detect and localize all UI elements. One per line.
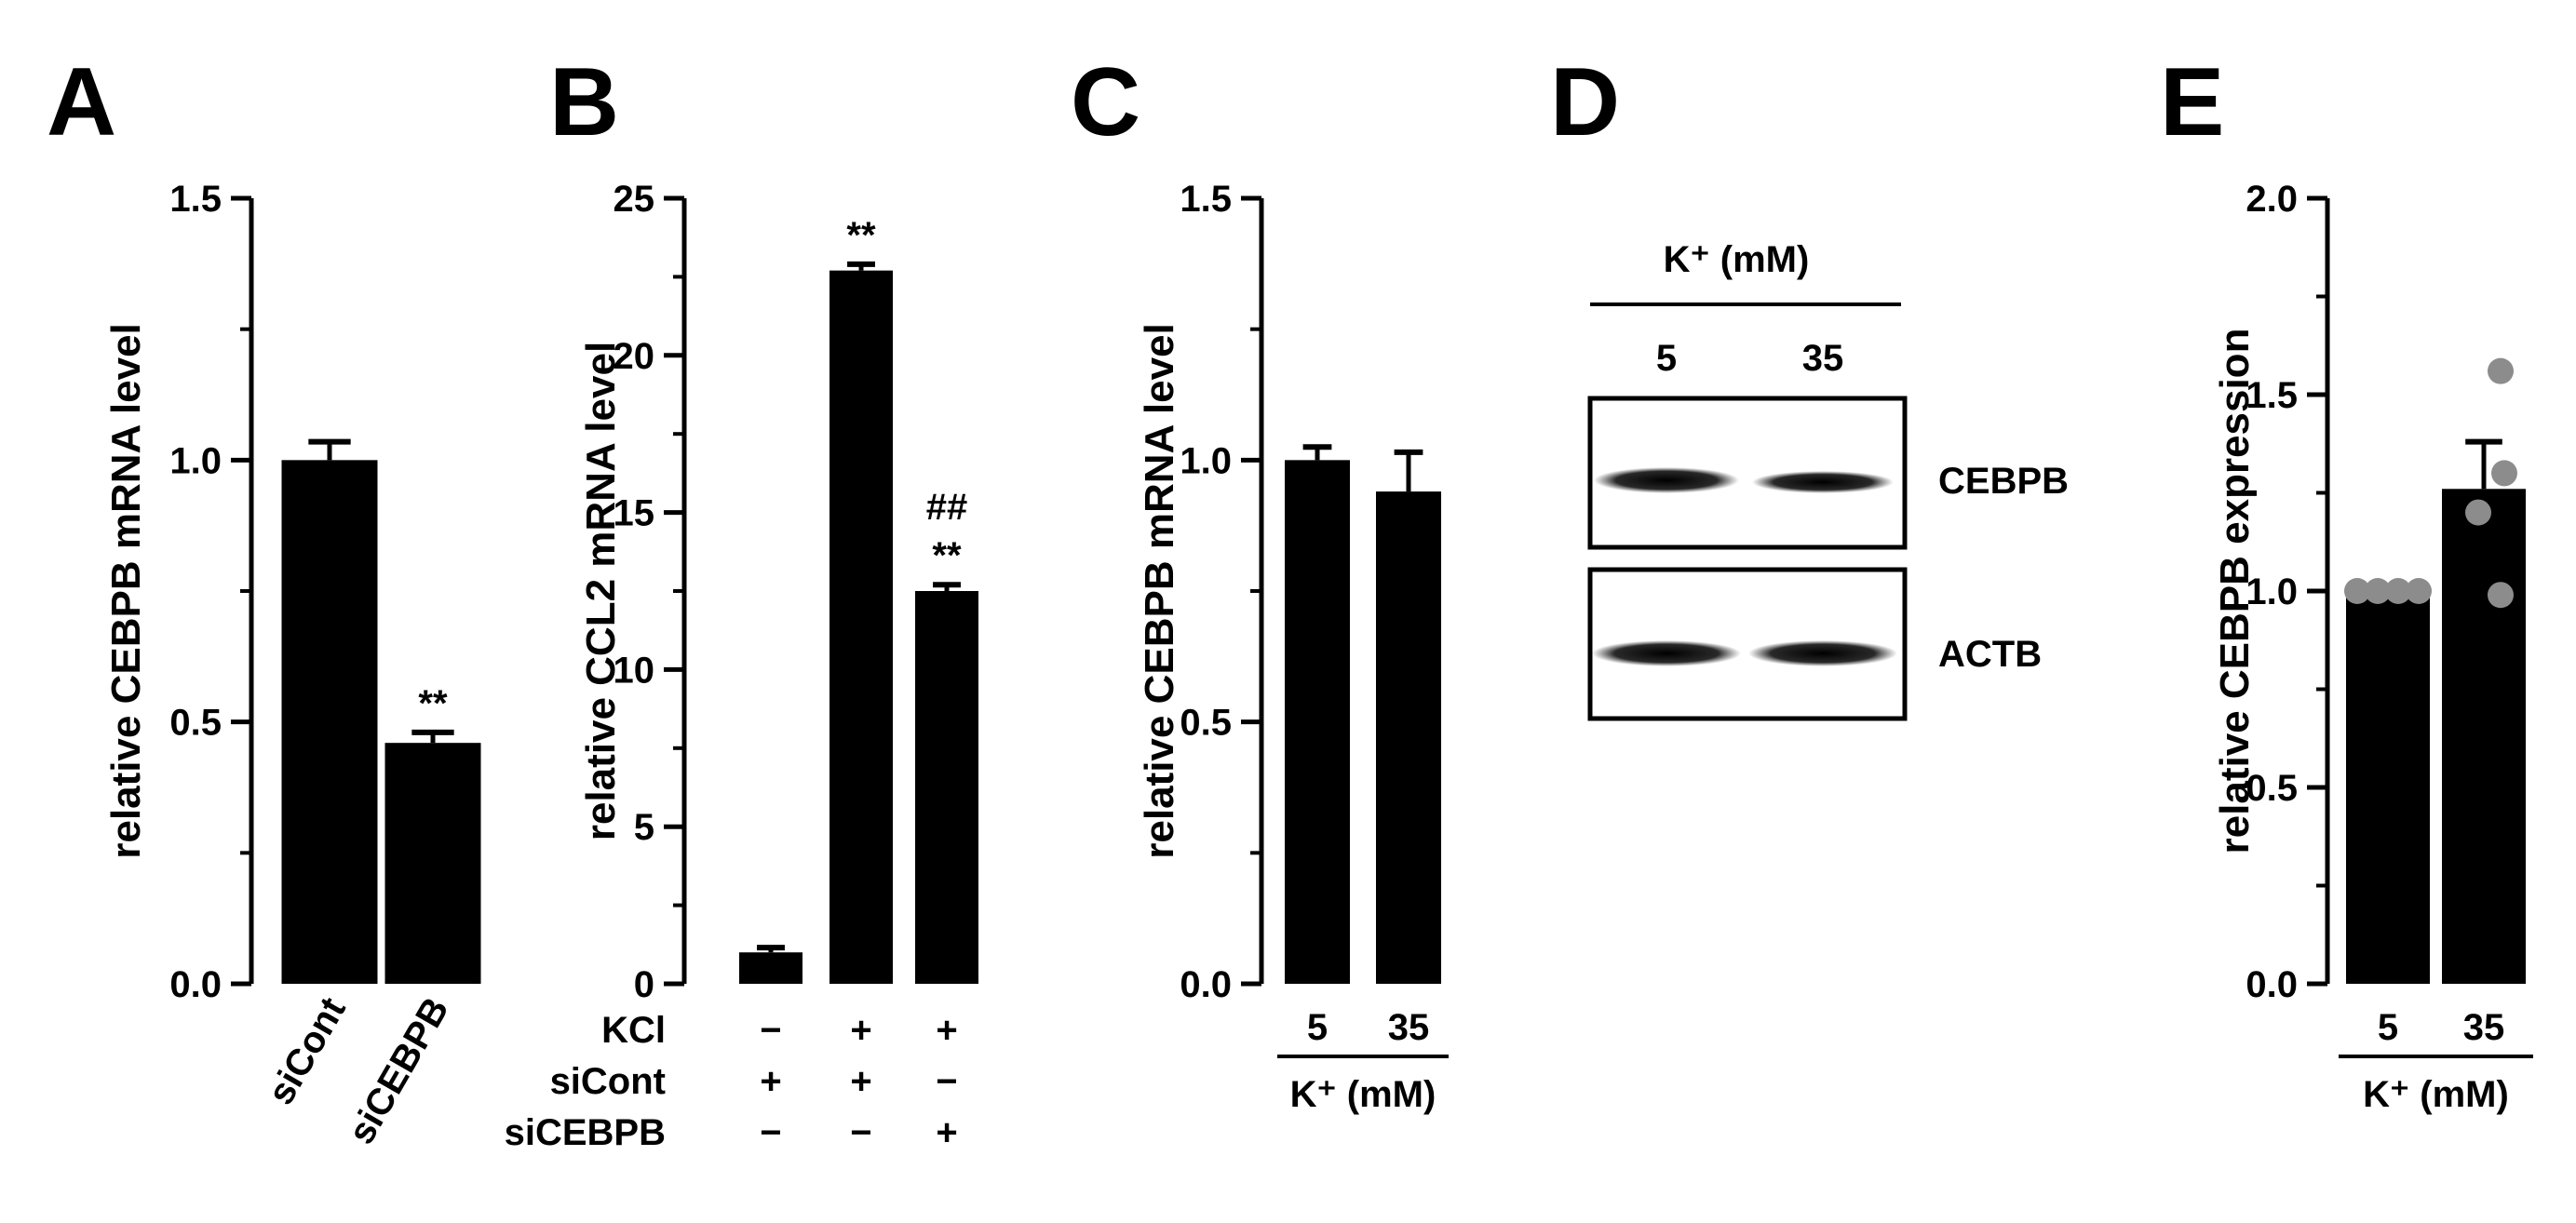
chart-c-bar-1 [1376, 491, 1441, 984]
chart-b-condition-mark: + [936, 1010, 957, 1051]
chart-e-data-point [2491, 460, 2517, 487]
chart-e-data-point [2365, 578, 2391, 604]
panel-letter-a: A [47, 48, 116, 156]
blot-lane-5: 5 [1656, 338, 1677, 379]
chart-b-condition-mark: − [850, 1112, 871, 1153]
chart-b-tick-label: 10 [614, 650, 655, 691]
chart-b-condition-label: siCEBPB [505, 1112, 666, 1153]
chart-c-tick-label: 0.5 [1180, 703, 1232, 744]
chart-a-bar-0 [281, 460, 378, 984]
chart-b-condition-mark: + [850, 1010, 871, 1051]
chart-a-tick-label: 1.0 [169, 440, 222, 481]
chart-e-data-point [2465, 499, 2491, 526]
chart-c-group-label: K⁺ (mM) [1290, 1074, 1436, 1115]
chart-e-bar-1 [2442, 489, 2526, 984]
chart-b-tick-label: 25 [614, 179, 655, 220]
band-actb-35 [1748, 640, 1897, 666]
chart-e: 0.0 0.5 1.0 1.5 2.0 relative CEBPB expression… [2212, 179, 2533, 1115]
chart-c-category-label: 35 [1388, 1007, 1430, 1048]
chart-b-y-axis-label: relative CCL2 mRNA level [578, 342, 624, 840]
panel-letter-b: B [549, 48, 619, 156]
chart-e-data-point [2406, 578, 2432, 604]
chart-e-data-point [2488, 582, 2514, 609]
blot-label-actb: ACTB [1938, 634, 2042, 675]
chart-b-condition-mark: + [850, 1061, 871, 1102]
chart-e-tick-label: 2.0 [2246, 179, 2298, 220]
western-blot: K⁺ (mM) 5 35 CEBPB ACTB [1587, 239, 2069, 721]
chart-e-bar-0 [2346, 591, 2430, 984]
chart-b: 0 5 10 15 20 25 relative CCL2 mRNA level ** ** ##… [505, 179, 978, 1153]
panel-letter-c: C [1071, 48, 1140, 156]
chart-c-tick-label: 0.0 [1180, 964, 1232, 1005]
chart-e-data-point [2488, 357, 2514, 384]
band-actb-5 [1592, 640, 1741, 666]
chart-a-significance: ** [418, 683, 448, 724]
chart-a-tick-label: 0.0 [169, 964, 222, 1005]
chart-e-tick-label: 0.0 [2246, 964, 2298, 1005]
chart-b-condition-mark: + [760, 1061, 781, 1102]
blot-lane-35: 35 [1802, 338, 1844, 379]
blot-label-cebpb: CEBPB [1938, 461, 2069, 502]
chart-a-category-label: siCEBPB [341, 991, 457, 1151]
chart-b-condition-mark: − [936, 1061, 957, 1102]
chart-b-bar-0 [739, 952, 802, 984]
panel-letter-e: E [2160, 48, 2224, 156]
chart-a-tick-label: 0.5 [169, 703, 222, 744]
chart-b-bar-1 [829, 270, 893, 984]
band-cebpb-5 [1594, 467, 1739, 493]
chart-b-significance-2: ## [926, 487, 968, 528]
chart-c-bar-0 [1285, 460, 1350, 984]
chart-b-condition-mark: − [760, 1010, 781, 1051]
chart-e-category-label: 35 [2463, 1007, 2505, 1048]
chart-a-category-label: siCont [260, 991, 353, 1112]
chart-e-tick-label: 1.0 [2246, 571, 2298, 612]
chart-e-category-label: 5 [2378, 1007, 2398, 1048]
chart-e-tick-label: 0.5 [2246, 768, 2298, 809]
chart-b-condition-mark: + [936, 1112, 957, 1153]
chart-b-condition-label: siCont [550, 1061, 666, 1102]
chart-b-tick-label: 15 [614, 493, 655, 534]
band-cebpb-35 [1752, 471, 1894, 493]
chart-c-y-axis-label: relative CEBPB mRNA level [1137, 323, 1182, 858]
chart-b-bar-2 [915, 591, 978, 984]
chart-b-condition-label: KCl [601, 1010, 666, 1051]
panel-letter-d: D [1550, 48, 1620, 156]
chart-b-tick-label: 5 [634, 807, 654, 848]
chart-e-group-label: K⁺ (mM) [2363, 1074, 2509, 1115]
chart-c-category-label: 5 [1307, 1007, 1328, 1048]
chart-a: 0.0 0.5 1.0 1.5 relative CEBPB mRNA level ** s… [103, 179, 481, 1151]
blot-header: K⁺ (mM) [1664, 239, 1810, 280]
chart-c-tick-label: 1.5 [1180, 179, 1232, 220]
chart-c: 0.0 0.5 1.0 1.5 relative CEBPB mRNA level 5 35… [1137, 179, 1449, 1115]
chart-e-data-point [2344, 578, 2370, 604]
chart-e-tick-label: 1.5 [2246, 375, 2298, 416]
chart-b-condition-mark: − [760, 1112, 781, 1153]
chart-a-tick-label: 1.5 [169, 179, 222, 220]
chart-b-tick-label: 20 [614, 336, 655, 377]
chart-c-tick-label: 1.0 [1180, 440, 1232, 481]
chart-e-data-point [2385, 578, 2411, 604]
chart-a-y-axis-label: relative CEBPB mRNA level [103, 323, 149, 858]
chart-b-significance: ** [932, 535, 962, 576]
chart-e-y-axis-label: relative CEBPB expression [2212, 329, 2258, 854]
chart-a-bar-1 [384, 743, 481, 984]
chart-b-significance: ** [846, 215, 876, 256]
chart-b-tick-label: 0 [634, 964, 654, 1005]
